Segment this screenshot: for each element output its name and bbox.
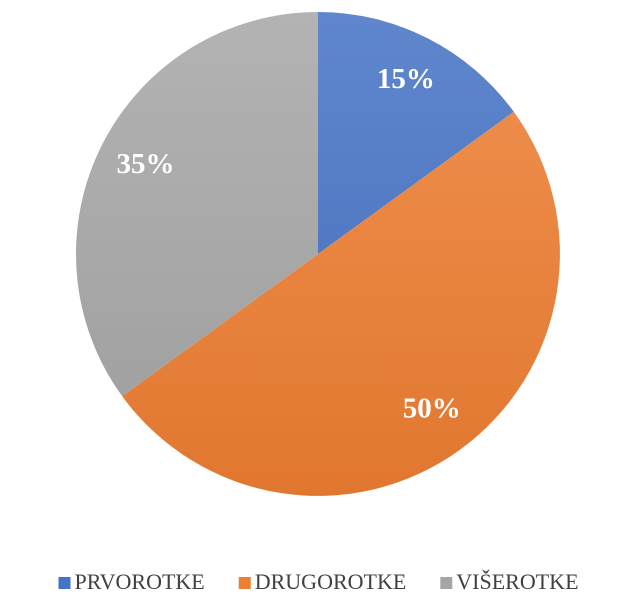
data-label: 50% <box>403 392 461 424</box>
pie-slice <box>318 12 514 254</box>
legend-label: DRUGOROTKE <box>255 569 407 594</box>
legend-label: PRVOROTKE <box>74 569 204 594</box>
data-label: 35% <box>117 148 175 180</box>
data-label: 15% <box>377 63 435 95</box>
legend-swatch <box>58 577 71 589</box>
pie-slice <box>76 12 318 397</box>
pie-slice <box>122 111 560 496</box>
legend-swatch <box>440 577 453 589</box>
legend-label: VIŠEROTKE <box>456 569 578 594</box>
legend-swatch <box>238 577 251 589</box>
